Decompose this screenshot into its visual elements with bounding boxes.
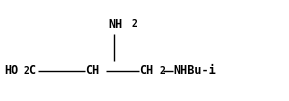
Text: 2: 2	[131, 19, 137, 29]
Text: C: C	[28, 64, 36, 77]
Text: CH: CH	[85, 64, 99, 77]
Text: NH: NH	[108, 18, 123, 31]
Text: 2: 2	[160, 66, 165, 76]
Text: NHBu-i: NHBu-i	[173, 64, 216, 77]
Text: 2: 2	[24, 66, 30, 76]
Text: HO: HO	[4, 64, 18, 77]
Text: CH: CH	[139, 64, 153, 77]
